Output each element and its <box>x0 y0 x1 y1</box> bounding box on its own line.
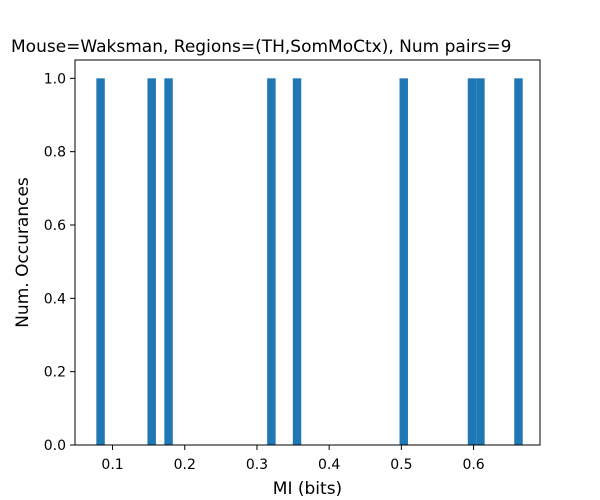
x-tick-label: 0.6 <box>462 457 484 473</box>
y-tick-label: 0.8 <box>44 145 66 161</box>
plot-frame <box>74 59 541 446</box>
y-axis-label: Num. Occurances <box>13 177 33 328</box>
y-tick-label: 0.2 <box>44 365 66 381</box>
x-tick-label: 0.1 <box>101 457 123 473</box>
y-tick-label: 1.0 <box>44 71 66 87</box>
histogram-bar <box>147 78 156 445</box>
y-tick-label: 0.4 <box>44 291 66 307</box>
x-tick-label: 0.2 <box>174 457 196 473</box>
histogram-bar <box>476 78 485 445</box>
y-tick-label: 0.6 <box>44 218 66 234</box>
histogram-bar <box>467 78 477 445</box>
y-axis: 0.0 0.2 0.4 0.6 0.8 1.0 <box>44 71 75 454</box>
x-axis-label: MI (bits) <box>273 479 342 499</box>
histogram-bar <box>164 78 173 445</box>
chart-title: Mouse=Waksman, Regions=(TH,SomMoCtx), Nu… <box>11 37 511 57</box>
histogram-bar <box>514 78 523 445</box>
histogram-bar <box>292 78 302 445</box>
x-tick-label: 0.4 <box>318 457 340 473</box>
bars-group <box>96 78 523 445</box>
histogram-bar <box>267 78 276 445</box>
x-tick-label: 0.3 <box>246 457 268 473</box>
histogram-bar <box>399 78 408 445</box>
x-axis: 0.1 0.2 0.3 0.4 0.5 0.6 <box>101 445 485 473</box>
y-tick-label: 0.0 <box>44 438 66 454</box>
x-tick-label: 0.5 <box>390 457 412 473</box>
histogram-bar <box>96 78 105 445</box>
